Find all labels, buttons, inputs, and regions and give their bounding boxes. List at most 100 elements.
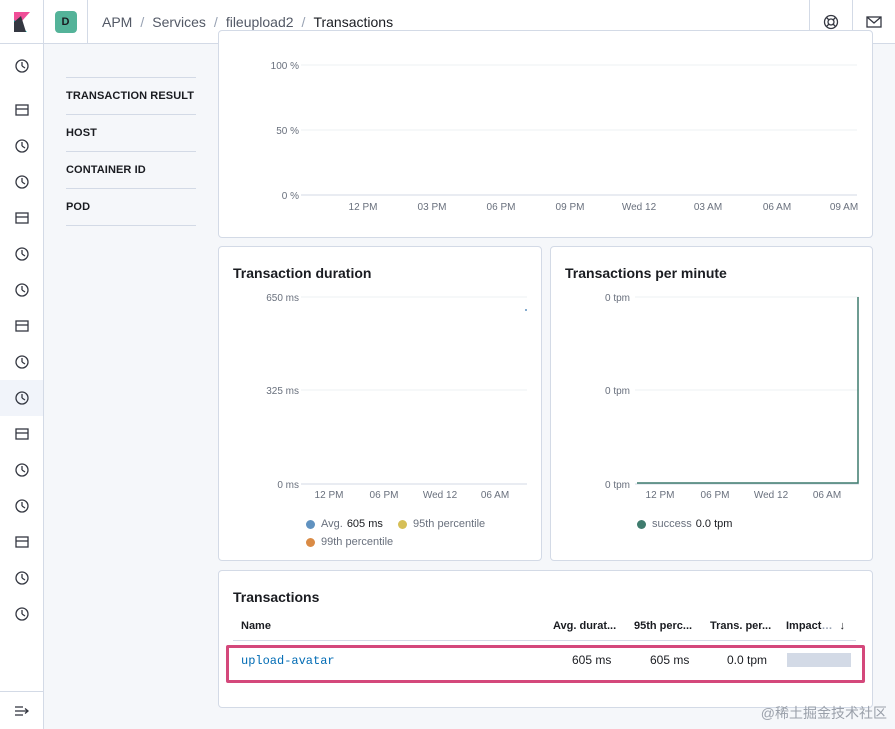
panel-title: Transaction duration xyxy=(233,265,372,281)
filter-divider xyxy=(66,225,196,226)
error-rate-panel: 100 % 50 % 0 % 12 PM 03 PM 06 PM 09 PM W… xyxy=(218,30,873,238)
x-tick-label: 12 PM xyxy=(349,202,378,213)
x-tick-label: 06 PM xyxy=(701,490,730,501)
y-tick-label: 0 tpm xyxy=(605,480,630,491)
nav-item-maps[interactable] xyxy=(0,236,43,272)
nav-item-dev-tools[interactable] xyxy=(0,524,43,560)
filter-transaction-result[interactable]: TRANSACTION RESULT xyxy=(66,77,196,114)
nav-item-visualize[interactable] xyxy=(0,128,43,164)
column-header-tpm[interactable]: Trans. per... xyxy=(710,620,772,632)
breadcrumb-service[interactable]: fileupload2 xyxy=(225,13,294,30)
legend-success[interactable]: success 0.0 tpm xyxy=(637,518,732,530)
column-header-avg-duration[interactable]: Avg. durat... xyxy=(553,620,617,632)
y-tick-label: 100 % xyxy=(271,61,299,72)
breadcrumb-apm[interactable]: APM xyxy=(102,13,133,30)
nav-item-dashboard[interactable] xyxy=(0,164,43,200)
transactions-panel: Transactions xyxy=(218,570,873,708)
clock-icon xyxy=(14,59,29,73)
side-nav xyxy=(0,44,44,729)
transaction-duration-chart: 650 ms 325 ms 0 ms 12 PM 06 PM Wed 12 06… xyxy=(266,293,527,501)
dev-tools-icon xyxy=(14,536,29,548)
legend-avg[interactable]: Avg. 605 ms xyxy=(306,518,383,530)
legend-label: 99th percentile xyxy=(321,536,394,548)
users-icon xyxy=(14,320,29,332)
nav-item-graph[interactable] xyxy=(0,488,43,524)
nav-item-uptime[interactable] xyxy=(0,416,43,452)
y-tick-label: 0 tpm xyxy=(605,386,630,397)
legend-dot-p99 xyxy=(306,537,315,547)
mail-icon xyxy=(866,16,882,28)
nav-item-apm[interactable] xyxy=(0,380,43,416)
nav-item-canvas[interactable] xyxy=(0,200,43,236)
x-tick-label: 06 PM xyxy=(487,202,516,213)
nav-item-logs[interactable] xyxy=(0,344,43,380)
nav-item-users[interactable] xyxy=(0,308,43,344)
info-icon: … xyxy=(821,620,833,632)
maps-icon xyxy=(14,247,29,261)
nav-item-compass[interactable] xyxy=(0,92,43,128)
nav-item-ml[interactable] xyxy=(0,272,43,308)
nav-item-monitoring[interactable] xyxy=(0,560,43,596)
x-tick-label: 03 AM xyxy=(694,202,722,213)
x-tick-label: 12 PM xyxy=(646,490,675,501)
impact-bar xyxy=(787,653,851,667)
ml-icon xyxy=(14,283,29,297)
y-tick-label: 0 tpm xyxy=(605,293,630,304)
filter-pod[interactable]: POD xyxy=(66,188,196,225)
tpm-cell: 0.0 tpm xyxy=(727,653,768,667)
menu-expand-icon xyxy=(14,705,29,716)
nav-expand-button[interactable] xyxy=(0,691,43,729)
x-tick-label: 09 PM xyxy=(556,202,585,213)
y-tick-label: 0 % xyxy=(282,191,299,202)
avg-duration-point xyxy=(525,309,527,311)
legend-value: 0.0 tpm xyxy=(695,518,733,530)
legend-p99[interactable]: 99th percentile xyxy=(306,536,393,548)
canvas-icon xyxy=(14,212,29,224)
tpm-chart: 0 tpm 0 tpm 0 tpm 12 PM 06 PM Wed 12 06 … xyxy=(605,293,859,501)
breadcrumb-separator: / xyxy=(301,13,306,30)
mail-button[interactable] xyxy=(852,0,895,44)
help-button[interactable] xyxy=(809,0,852,44)
visualize-icon xyxy=(14,139,29,153)
nav-item-management[interactable] xyxy=(0,596,43,632)
x-tick-label: 06 AM xyxy=(481,490,509,501)
x-tick-label: 06 AM xyxy=(763,202,791,213)
apm-icon xyxy=(14,391,29,405)
space-avatar: D xyxy=(54,10,77,33)
nav-item-clock[interactable] xyxy=(0,48,43,84)
panel-title: Transactions xyxy=(233,589,320,605)
x-tick-label: Wed 12 xyxy=(423,490,458,501)
tpm-panel: Transactions per minute 0 tpm 0 tpm 0 tp… xyxy=(550,246,873,561)
link-text[interactable]: upload-avatar xyxy=(241,654,335,668)
legend-dot-success xyxy=(637,519,646,529)
transaction-duration-panel: Transaction duration 650 ms 325 ms 0 ms … xyxy=(218,246,542,561)
column-header-impact[interactable]: Impact… ↓ xyxy=(786,620,845,632)
space-selector[interactable]: D xyxy=(44,0,88,44)
breadcrumb-services[interactable]: Services xyxy=(152,13,206,30)
y-tick-label: 0 ms xyxy=(277,480,299,491)
x-tick-label: 03 PM xyxy=(418,202,447,213)
kibana-logo-icon xyxy=(13,11,30,32)
legend-p95[interactable]: 95th percentile xyxy=(398,518,485,530)
sort-descending-icon: ↓ xyxy=(839,620,846,632)
kibana-logo[interactable] xyxy=(0,0,44,44)
logs-icon xyxy=(14,355,29,369)
column-header-name[interactable]: Name xyxy=(241,620,271,632)
help-icon xyxy=(823,14,839,30)
legend-label: Avg. xyxy=(321,518,343,530)
panel-title: Transactions per minute xyxy=(565,265,727,281)
x-tick-label: Wed 12 xyxy=(754,490,789,501)
y-tick-label: 50 % xyxy=(276,126,299,137)
monitoring-icon xyxy=(14,571,29,585)
success-series-line xyxy=(637,297,859,484)
y-tick-label: 650 ms xyxy=(266,293,299,304)
filter-list: TRANSACTION RESULT HOST CONTAINER ID POD xyxy=(66,77,196,226)
filter-host[interactable]: HOST xyxy=(66,114,196,151)
y-tick-label: 325 ms xyxy=(266,386,299,397)
transaction-name-link[interactable]: upload-avatar xyxy=(241,653,335,668)
x-tick-label: 09 AM xyxy=(830,202,858,213)
filter-container-id[interactable]: CONTAINER ID xyxy=(66,151,196,188)
nav-item-siem[interactable] xyxy=(0,452,43,488)
legend-label: 95th percentile xyxy=(413,518,486,530)
column-header-95th[interactable]: 95th perc... xyxy=(634,620,693,632)
